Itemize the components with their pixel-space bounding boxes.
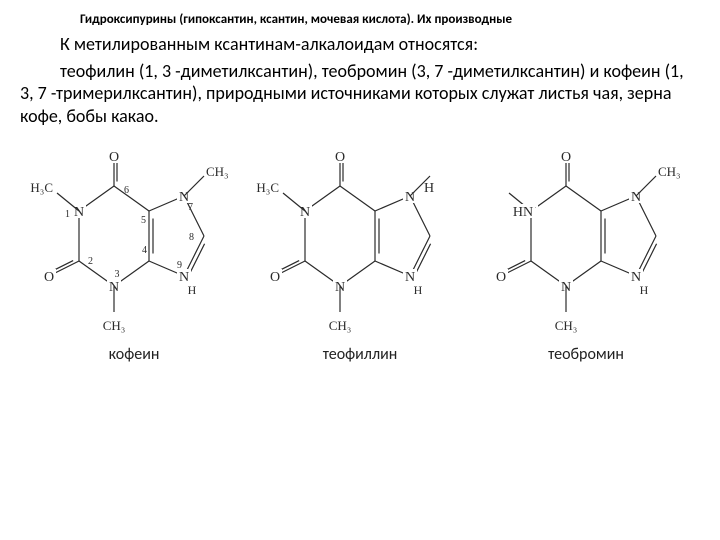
heading: Гидроксипурины (гипоксантин, ксантин, мо…	[80, 12, 700, 27]
svg-text:1: 1	[65, 209, 70, 220]
svg-text:O: O	[335, 150, 345, 165]
svg-text:5: 5	[141, 215, 146, 226]
svg-text:O: O	[270, 270, 280, 285]
svg-text:H: H	[640, 283, 649, 297]
paragraph-1: К метилированным ксантинам-алкалоидам от…	[20, 33, 700, 56]
svg-text:CH₃: CH₃	[658, 164, 681, 179]
svg-text:HN: HN	[513, 205, 533, 220]
paragraph-2: теофилин (1, 3 -диметилксантин), теобром…	[20, 60, 700, 128]
svg-text:2: 2	[88, 256, 93, 267]
svg-text:9: 9	[177, 260, 182, 271]
svg-text:CH₃: CH₃	[206, 164, 229, 179]
svg-text:H₃C: H₃C	[30, 180, 53, 195]
svg-text:H: H	[424, 181, 434, 196]
svg-text:CH₃: CH₃	[103, 318, 126, 333]
svg-text:7: 7	[188, 202, 193, 213]
svg-text:H₃C: H₃C	[256, 180, 279, 195]
svg-text:3: 3	[115, 269, 120, 280]
svg-text:O: O	[44, 270, 54, 285]
svg-text:O: O	[109, 150, 119, 165]
molecule-theobromine: NNNNOOHNCH₃CH₃H теобромин	[476, 141, 696, 364]
svg-text:O: O	[496, 270, 506, 285]
molecule-theophylline: NNNNOOH₃CCH₃HH теофиллин	[250, 141, 470, 364]
svg-text:H: H	[188, 283, 197, 297]
svg-text:N: N	[300, 205, 310, 220]
svg-text:CH₃: CH₃	[555, 318, 578, 333]
svg-text:8: 8	[189, 232, 194, 243]
svg-text:O: O	[561, 150, 571, 165]
svg-text:CH₃: CH₃	[329, 318, 352, 333]
label-caffeine: кофеин	[109, 345, 160, 364]
svg-text:N: N	[74, 205, 84, 220]
svg-text:4: 4	[142, 245, 147, 256]
label-theophylline: теофиллин	[323, 345, 398, 364]
svg-text:H: H	[414, 283, 423, 297]
label-theobromine: теобромин	[548, 345, 624, 364]
molecule-caffeine: NNNNOOH₃CCH₃CH₃H 123456789 кофеин	[24, 141, 244, 364]
svg-text:6: 6	[124, 185, 129, 196]
molecule-row: NNNNOOH₃CCH₃CH₃H 123456789 кофеин NNNNOO…	[20, 141, 700, 364]
